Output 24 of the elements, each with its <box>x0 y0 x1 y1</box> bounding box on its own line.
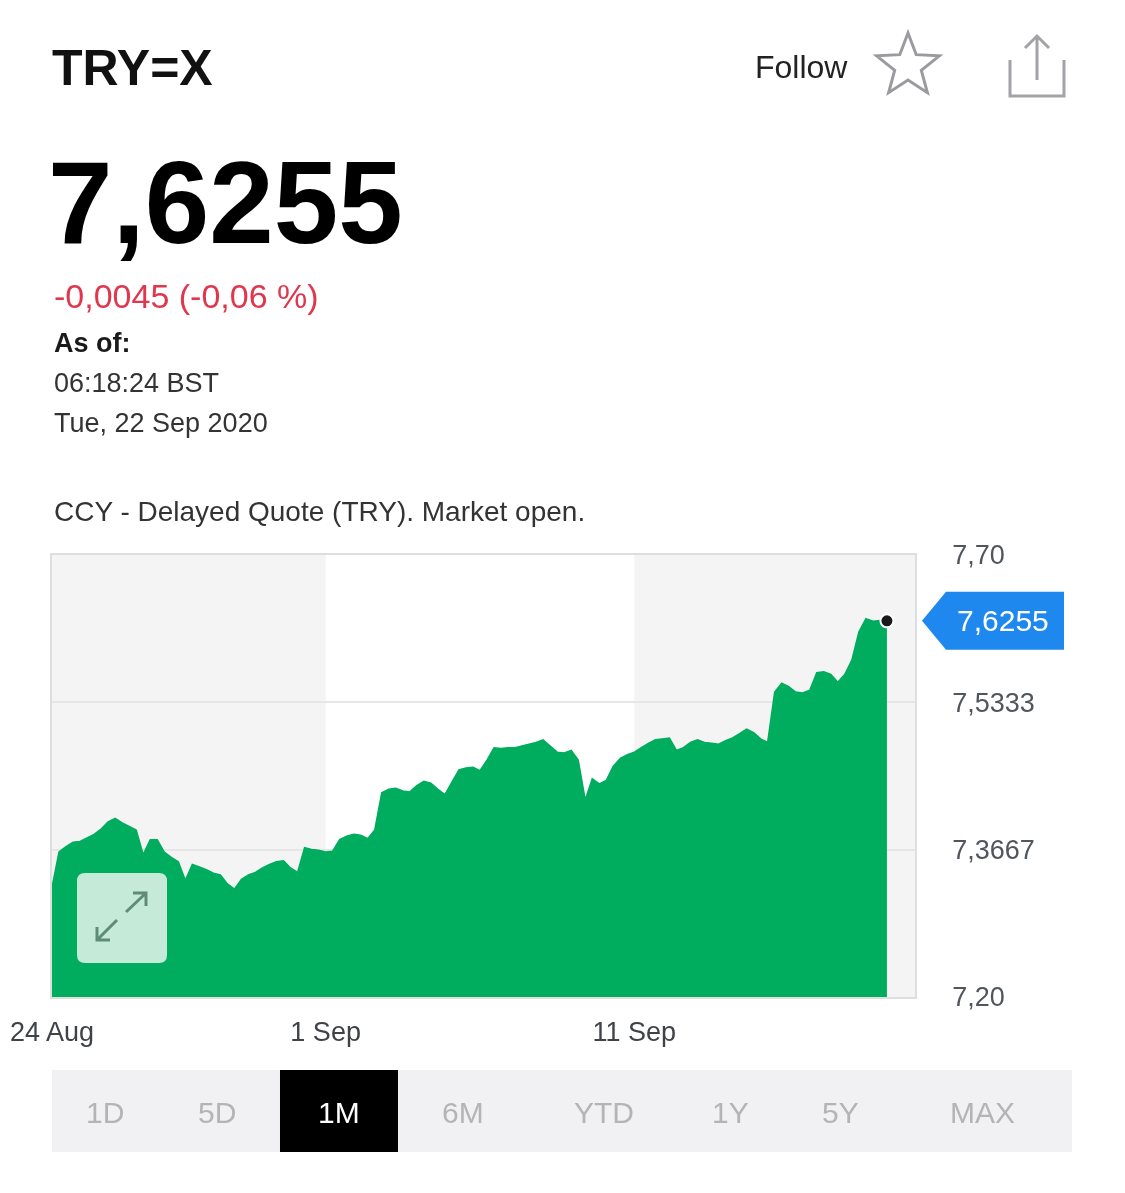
y-tick-label: 7,3667 <box>952 835 1035 866</box>
text: 7,6255 <box>957 604 1049 637</box>
text: 5D <box>198 1096 237 1129</box>
text: 1M <box>318 1096 360 1129</box>
y-tick-label: 7,70 <box>952 540 1005 571</box>
text: 7,6255 <box>48 138 403 268</box>
text: -0,0045 (-0,06 %) <box>54 277 319 315</box>
y-tick-label: 7,20 <box>952 982 1005 1013</box>
x-tick-label: 24 Aug <box>9 1017 95 1048</box>
text: CCY - Delayed Quote (TRY). Market open. <box>54 496 586 527</box>
text: 1Y <box>712 1096 749 1129</box>
text: YTD <box>574 1096 634 1129</box>
text: Follow <box>755 49 849 85</box>
y-tick-label: 7,5333 <box>952 687 1035 718</box>
text: 06:18:24 BST <box>54 368 220 398</box>
text: 6M <box>442 1096 484 1129</box>
text: 1D <box>86 1096 125 1129</box>
x-tick-label: 11 Sep <box>592 1017 677 1048</box>
text: 5Y <box>822 1096 859 1129</box>
text: Tue, 22 Sep 2020 <box>54 408 268 438</box>
chart-title: TRY=X <box>52 39 213 96</box>
text: MAX <box>950 1096 1016 1129</box>
x-tick-label: 1 Sep <box>290 1017 361 1048</box>
text: As of: <box>54 328 131 358</box>
